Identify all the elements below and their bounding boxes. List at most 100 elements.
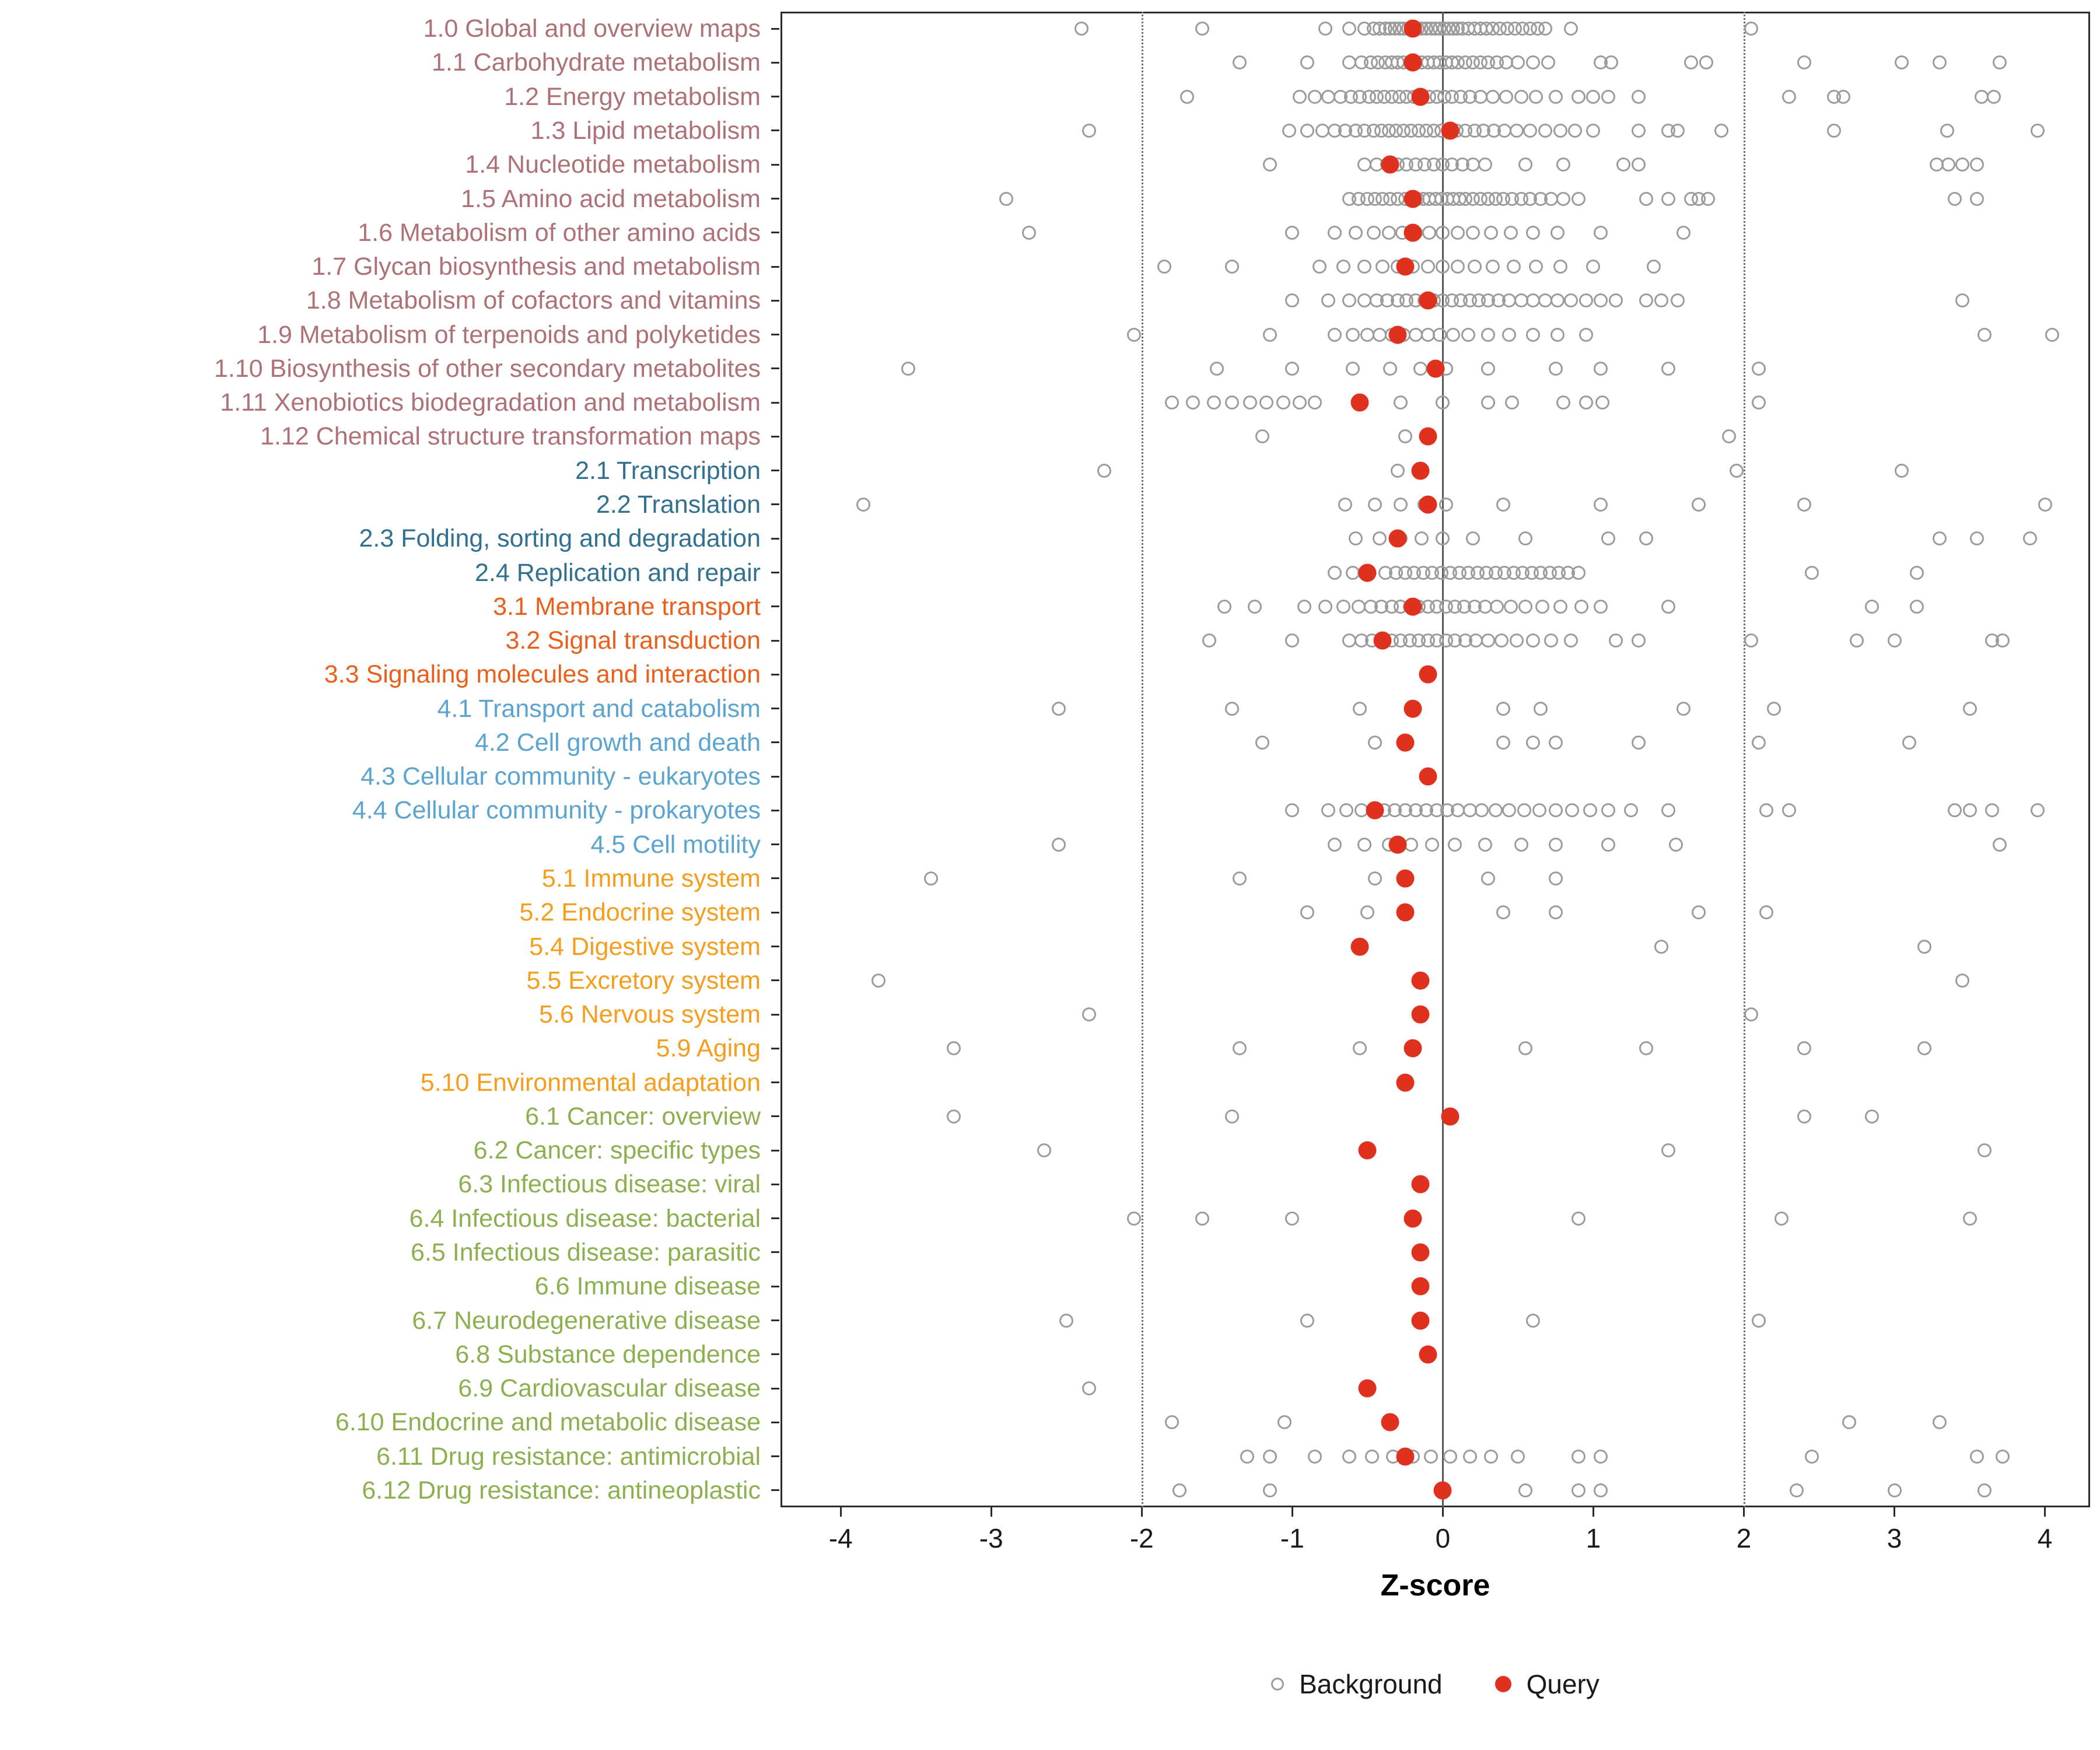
query-point — [1358, 1379, 1377, 1398]
background-point — [1993, 55, 2007, 70]
background-point — [1526, 327, 1541, 342]
background-point — [1985, 803, 2000, 818]
background-point — [1336, 260, 1351, 274]
background-point — [1240, 1449, 1254, 1464]
category-label: 6.6 Immune disease — [534, 1272, 761, 1301]
background-point — [2045, 327, 2060, 342]
background-point — [1202, 634, 1217, 648]
background-point — [1586, 260, 1601, 274]
background-point — [1342, 293, 1357, 308]
background-point — [1962, 701, 1977, 716]
background-point — [924, 871, 939, 886]
background-point — [1255, 735, 1269, 750]
background-point — [1661, 1143, 1676, 1158]
background-point — [2030, 123, 2045, 138]
background-point — [1978, 1143, 1992, 1158]
category-label: 4.4 Cellular community - prokaryotes — [352, 796, 761, 825]
background-point — [1609, 293, 1623, 308]
background-point — [1278, 1415, 1292, 1430]
background-point — [1480, 396, 1495, 410]
background-point — [1276, 396, 1290, 410]
background-point — [1609, 634, 1623, 648]
x-tick — [839, 1507, 842, 1517]
background-point — [1639, 531, 1653, 546]
category-label: 6.3 Infectious disease: viral — [458, 1170, 761, 1199]
query-point — [1404, 223, 1422, 242]
background-point — [1594, 225, 1608, 240]
background-point — [1563, 634, 1578, 648]
background-point — [1376, 260, 1390, 274]
background-point — [1499, 89, 1513, 104]
background-point — [1262, 1483, 1277, 1497]
category-label: 5.4 Digestive system — [529, 932, 761, 961]
background-point — [1639, 191, 1653, 206]
background-point — [1594, 361, 1608, 376]
background-point — [1285, 361, 1300, 376]
background-point — [1511, 55, 1525, 70]
category-label: 2.3 Folding, sorting and degradation — [359, 524, 761, 553]
background-point — [1451, 260, 1465, 274]
background-point — [1368, 497, 1382, 512]
legend-item-background: Background — [1271, 1668, 1443, 1700]
background-point — [1594, 1483, 1608, 1497]
query-point — [1404, 1039, 1422, 1058]
background-point — [1553, 599, 1567, 614]
background-point — [1217, 599, 1232, 614]
background-point — [1970, 158, 1985, 172]
background-point — [1339, 803, 1354, 818]
background-point — [1556, 396, 1570, 410]
background-point — [1568, 123, 1583, 138]
category-label: 1.12 Chemical structure transformation m… — [260, 422, 761, 451]
background-point — [1467, 260, 1482, 274]
query-point — [1358, 1141, 1377, 1160]
query-point — [1396, 1447, 1415, 1466]
query-point-icon — [1494, 1676, 1511, 1692]
x-tick-label: 1 — [1586, 1523, 1601, 1553]
background-point — [1300, 1313, 1315, 1328]
x-tick-label: -1 — [1280, 1523, 1304, 1553]
background-point — [1233, 55, 1247, 70]
background-point — [1571, 89, 1586, 104]
category-label: 1.3 Lipid metabolism — [530, 116, 761, 145]
background-point — [1947, 191, 1962, 206]
background-point — [1285, 225, 1300, 240]
category-label: 6.10 Endocrine and metabolic disease — [335, 1408, 761, 1437]
background-point — [1917, 939, 1932, 954]
background-point — [1353, 701, 1367, 716]
category-label: 2.4 Replication and repair — [474, 558, 761, 587]
background-point — [1210, 361, 1224, 376]
background-point — [1514, 837, 1528, 852]
background-point — [1721, 429, 1736, 444]
x-tick — [2044, 1507, 2046, 1517]
background-point — [1505, 396, 1520, 410]
background-point — [1097, 463, 1111, 478]
background-point — [1342, 1449, 1357, 1464]
category-label: 1.8 Metabolism of cofactors and vitamins — [306, 286, 761, 315]
background-point — [1947, 803, 1962, 818]
background-point — [1571, 1211, 1586, 1226]
background-point — [1571, 191, 1586, 206]
background-point — [1586, 89, 1601, 104]
background-point — [1052, 701, 1066, 716]
y-tick — [771, 232, 779, 234]
category-label: 2.2 Translation — [596, 490, 761, 519]
y-tick — [771, 1353, 779, 1356]
background-point — [1789, 1483, 1804, 1497]
y-tick — [771, 1421, 779, 1423]
x-tick-label: -2 — [1129, 1523, 1154, 1553]
x-axis-title: Z-score — [1380, 1569, 1490, 1602]
background-point — [1345, 361, 1360, 376]
y-tick — [771, 1047, 779, 1049]
background-point — [1518, 599, 1533, 614]
background-point — [1518, 531, 1533, 546]
background-point — [1207, 396, 1222, 410]
y-tick — [771, 639, 779, 642]
background-point — [1423, 1449, 1438, 1464]
background-point — [1037, 1143, 1051, 1158]
background-point — [1550, 293, 1564, 308]
background-point — [1767, 701, 1782, 716]
y-tick — [771, 844, 779, 846]
background-point — [1398, 429, 1412, 444]
legend: Background Query — [780, 1668, 2090, 1700]
x-tick-label: 0 — [1435, 1523, 1451, 1553]
